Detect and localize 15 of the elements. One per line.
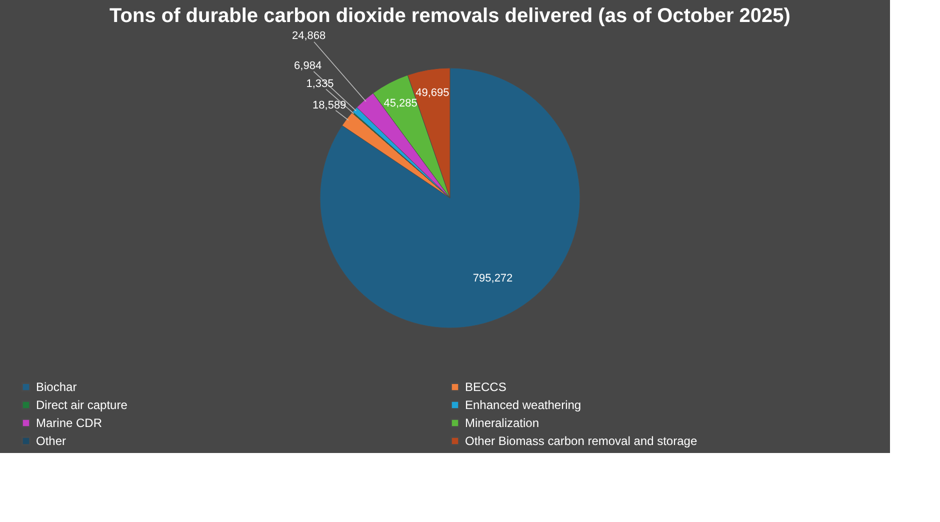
data-label: 49,695 [416,86,450,99]
legend-label: Direct air capture [36,398,128,412]
data-label: 24,868 [292,30,326,42]
legend-label: Marine CDR [36,416,102,430]
data-label: 6,984 [294,60,322,72]
chart-title: Tons of durable carbon dioxide removals delivered (as of October 2025) [110,4,790,27]
legend-label: Other Biomass carbon removal and storage [465,434,698,448]
legend-label: Other [36,434,66,448]
legend-label: Biochar [36,380,77,394]
data-label: 795,272 [472,272,513,284]
data-label: 45,285 [384,98,418,110]
legend-label: Mineralization [465,416,540,430]
legend-label: BECCS [465,380,506,394]
legend-label: Enhanced weathering [465,398,582,412]
data-label: 18,589 [312,100,346,112]
